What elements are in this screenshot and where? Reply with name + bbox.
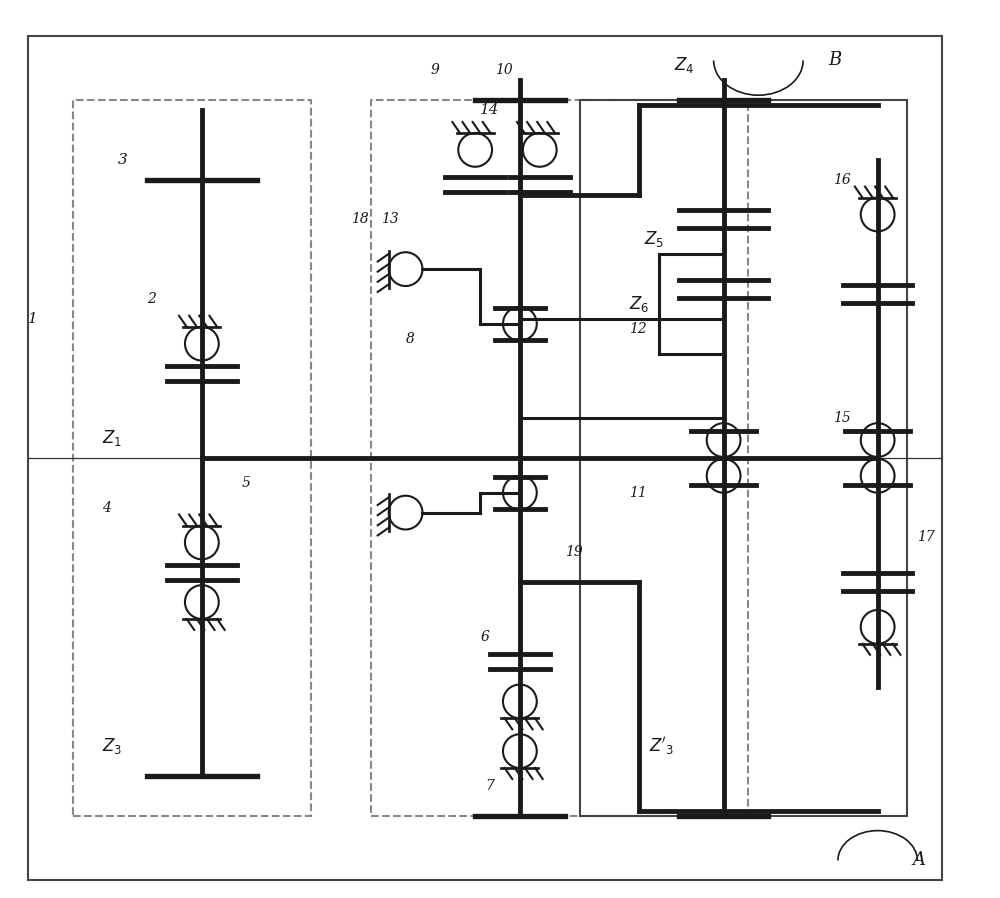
Text: 17: 17 [917, 531, 935, 544]
Text: 18: 18 [351, 213, 369, 226]
Text: 3: 3 [117, 153, 127, 167]
Text: 7: 7 [485, 779, 494, 793]
Text: $Z_6$: $Z_6$ [629, 294, 650, 314]
Text: $Z_3$: $Z_3$ [102, 736, 123, 756]
Text: $Z_5$: $Z_5$ [644, 229, 664, 250]
Bar [580, 101, 907, 815]
Text: 19: 19 [565, 545, 582, 559]
Text: 4: 4 [102, 500, 111, 515]
Text: 2: 2 [147, 292, 156, 306]
Text: 5: 5 [242, 476, 250, 489]
Text: 15: 15 [833, 411, 851, 425]
Text: 16: 16 [833, 172, 851, 187]
Text: $Z_4$: $Z_4$ [674, 56, 694, 75]
Text: 14: 14 [480, 103, 500, 117]
Text: 9: 9 [430, 64, 439, 77]
Bar [73, 101, 311, 815]
Text: 10: 10 [495, 64, 513, 77]
Text: 13: 13 [381, 213, 398, 226]
Text: 1: 1 [28, 312, 38, 326]
Text: 11: 11 [629, 486, 647, 499]
Bar [371, 101, 748, 815]
Text: 6: 6 [480, 629, 489, 644]
Text: $Z_1$: $Z_1$ [102, 428, 123, 448]
Text: $Z'_3$: $Z'_3$ [649, 735, 674, 757]
Text: 12: 12 [629, 321, 647, 336]
Text: 8: 8 [406, 331, 414, 346]
Text: A: A [912, 851, 925, 869]
Text: B: B [828, 51, 841, 69]
